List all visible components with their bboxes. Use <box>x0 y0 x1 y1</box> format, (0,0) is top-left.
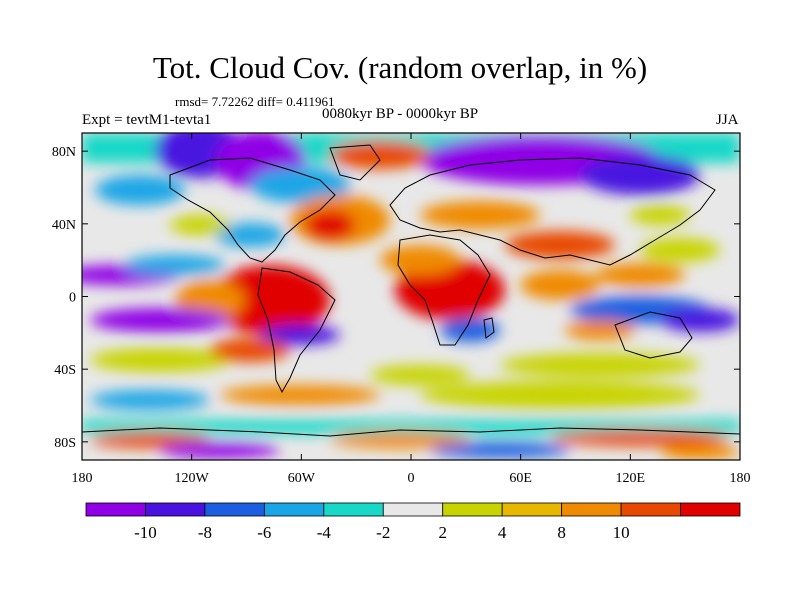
australia-coast <box>614 311 693 359</box>
lat-tick-label: 80S <box>54 436 76 451</box>
colorbar-label: -8 <box>198 523 212 542</box>
lon-tick-label: 60W <box>288 471 316 486</box>
lon-tick-label: 180 <box>72 471 93 486</box>
colorbar-box <box>145 502 206 517</box>
eurasia-coast <box>389 157 716 266</box>
colorbar-box <box>442 502 503 517</box>
colorbar-box <box>620 502 681 517</box>
lon-tick-label: 60E <box>509 471 532 486</box>
lon-tick-label: 0 <box>408 471 415 486</box>
longitude-axis: 180 120W 60W 0 60E 120E 180 <box>72 133 751 486</box>
colorbar-box <box>85 502 146 517</box>
colorbar-label: -10 <box>134 523 157 542</box>
colorbar-box <box>561 502 622 517</box>
colorbar: -10 -8 -6 -4 -2 2 4 8 10 <box>85 502 741 542</box>
colorbar-box <box>382 502 444 517</box>
coastlines <box>82 144 740 437</box>
period-label: 0080kyr BP - 0000kyr BP <box>322 106 479 122</box>
lat-tick-label: 40N <box>52 218 76 233</box>
colorbar-label: -6 <box>257 523 271 542</box>
lat-tick-label: 80N <box>52 145 76 160</box>
map-panel: 180 120W 60W 0 60E 120E 180 80N 40N 0 40S 80S <box>52 132 751 486</box>
africa-coast <box>397 234 491 346</box>
colorbar-box <box>263 502 325 517</box>
antarctica-coast <box>82 427 740 437</box>
colorbar-label: 4 <box>498 523 507 542</box>
lat-tick-label: 40S <box>54 363 76 378</box>
north-america-coast <box>169 157 336 263</box>
season-label: JJA <box>716 112 739 128</box>
south-america-coast <box>257 267 336 394</box>
colorbar-label: 2 <box>438 523 447 542</box>
colorbar-box <box>501 502 563 517</box>
lat-tick-label: 0 <box>69 291 76 306</box>
latitude-axis: 80N 40N 0 40S 80S <box>52 145 740 451</box>
colorbar-box <box>680 502 741 517</box>
colorbar-label: 8 <box>557 523 566 542</box>
madagascar-coast <box>483 317 495 339</box>
lon-tick-label: 180 <box>730 471 751 486</box>
plot-title: Tot. Cloud Cov. (random overlap, in %) <box>152 50 648 85</box>
colorbar-box <box>323 502 384 517</box>
greenland-coast <box>329 144 381 181</box>
lon-tick-label: 120E <box>616 471 646 486</box>
colorbar-label: 10 <box>613 523 630 542</box>
lon-tick-label: 120W <box>175 471 210 486</box>
colorbar-label: -4 <box>317 523 332 542</box>
experiment-label: Expt = tevtM1-tevta1 <box>82 112 212 128</box>
colorbar-label: -2 <box>376 523 390 542</box>
colorbar-box <box>204 502 265 517</box>
stats-label: rmsd= 7.72262 diff= 0.411961 <box>175 94 335 109</box>
